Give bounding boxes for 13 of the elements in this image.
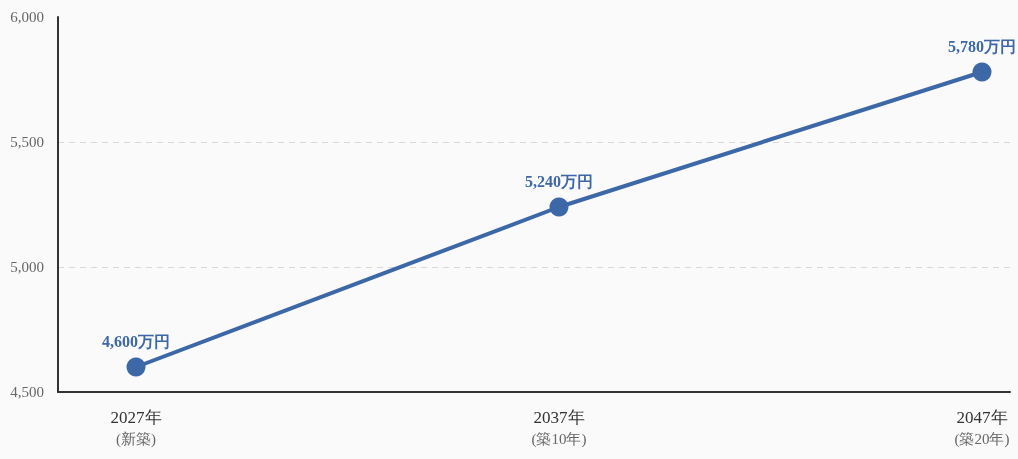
y-tick-label: 5,000	[10, 259, 44, 275]
point	[549, 197, 569, 217]
point	[126, 357, 146, 377]
data-label: 5,240万円	[525, 173, 593, 190]
data-label: 4,600万円	[102, 333, 170, 350]
y-tick-label: 5,500	[10, 134, 44, 150]
y-tick-label: 6,000	[10, 9, 44, 25]
x-tick-label: 2027年 (新築)	[110, 407, 162, 448]
data-label: 5,780万円	[948, 38, 1016, 55]
x-tick-label: 2037年 (築10年)	[531, 407, 587, 448]
y-tick-label: 4,500	[10, 384, 44, 400]
x-tick-label: 2047年 (築20年)	[954, 407, 1010, 448]
point	[972, 62, 992, 82]
